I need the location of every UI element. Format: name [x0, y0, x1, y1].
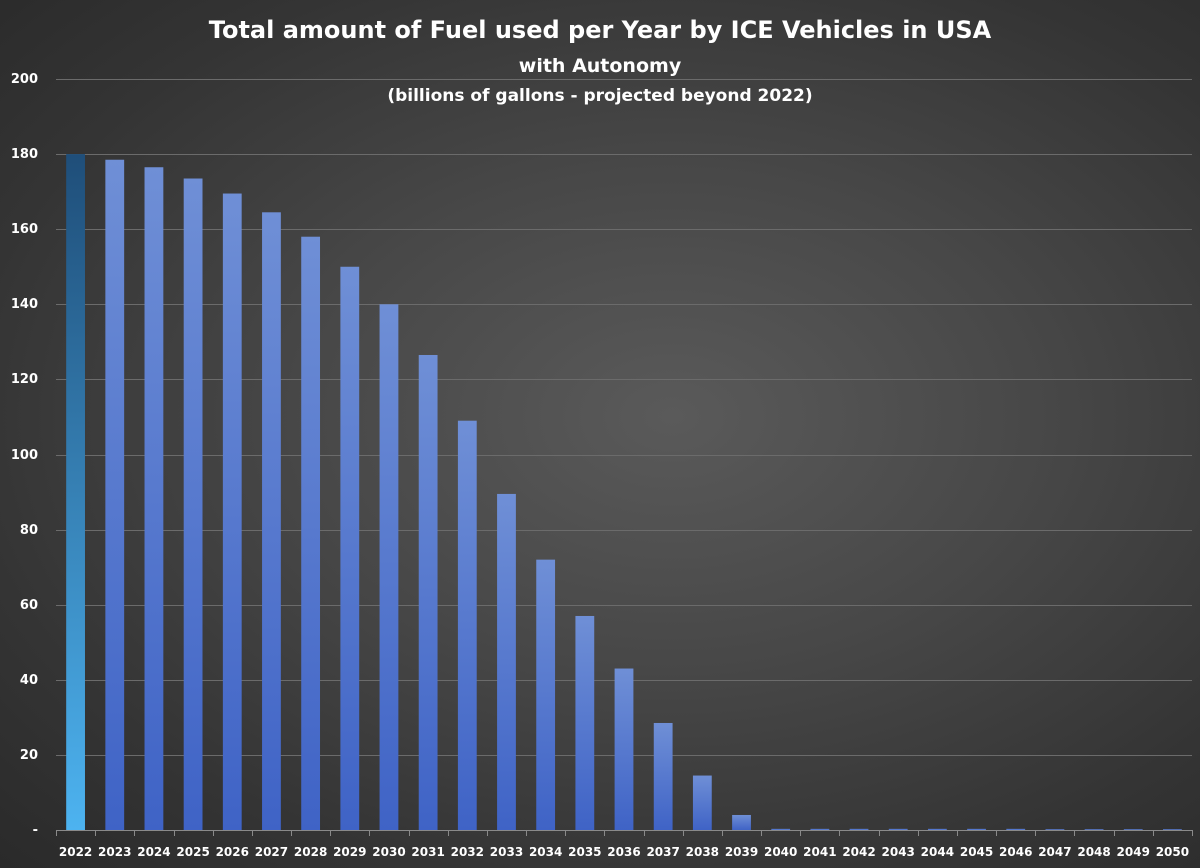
- bar: [849, 828, 869, 830]
- y-tick-label: 140: [11, 297, 38, 312]
- x-tick-label: 2045: [960, 845, 993, 859]
- x-tick-label: 2046: [999, 845, 1032, 859]
- bar: [1123, 829, 1143, 830]
- x-tick-label: 2038: [686, 845, 719, 859]
- bar: [653, 722, 673, 830]
- x-tick-label: 2034: [529, 845, 562, 859]
- bar: [418, 354, 438, 830]
- y-tick-label: -: [33, 823, 38, 838]
- x-tick-label: 2041: [803, 845, 836, 859]
- bar: [1006, 828, 1026, 830]
- y-axis-ticks: - 20 40 60 80 100 120 140 160 180 200: [11, 72, 38, 838]
- x-tick-label: 2026: [216, 845, 249, 859]
- x-tick-label: 2025: [176, 845, 209, 859]
- bar: [536, 559, 556, 830]
- x-tick-label: 2039: [725, 845, 758, 859]
- bar: [183, 178, 203, 830]
- bar: [262, 212, 281, 831]
- y-tick-label: 100: [11, 448, 38, 463]
- bar: [1084, 829, 1104, 830]
- bar: [810, 828, 830, 830]
- gridlines: [56, 79, 1192, 756]
- x-tick-label: 2036: [607, 845, 640, 859]
- x-tick-label: 2032: [451, 845, 484, 859]
- y-tick-label: 20: [20, 748, 38, 763]
- x-tick-label: 2027: [255, 845, 288, 859]
- bar: [967, 828, 986, 830]
- x-tick-label: 2042: [842, 845, 875, 859]
- bar: [732, 814, 751, 830]
- x-tick-label: 2029: [333, 845, 366, 859]
- x-tick-label: 2035: [568, 845, 601, 859]
- x-tick-label: 2043: [882, 845, 915, 859]
- bar: [888, 828, 908, 830]
- bar: [575, 615, 595, 830]
- bar: [222, 193, 242, 830]
- y-tick-label: 40: [20, 673, 38, 688]
- chart-subtitle-units: (billions of gallons - projected beyond …: [387, 86, 812, 106]
- x-tick-label: 2028: [294, 845, 327, 859]
- bar: [66, 154, 85, 831]
- x-tick-label: 2050: [1156, 845, 1189, 859]
- y-tick-label: 180: [11, 147, 38, 162]
- bar: [1163, 829, 1182, 830]
- x-tick-label: 2023: [98, 845, 131, 859]
- bar: [614, 668, 634, 830]
- bar: [379, 304, 399, 830]
- bar: [144, 167, 164, 831]
- x-tick-label: 2047: [1038, 845, 1071, 859]
- bar: [927, 828, 947, 830]
- y-tick-label: 160: [11, 222, 38, 237]
- bar: [497, 493, 516, 830]
- y-tick-label: 60: [20, 598, 38, 613]
- x-tick-label: 2031: [411, 845, 444, 859]
- x-tick-label: 2030: [372, 845, 405, 859]
- x-axis-ticks: 2022 2023 2024 2025 2026 2027 2028 2029 2030 2031…: [59, 845, 1189, 859]
- bar: [692, 775, 712, 830]
- x-tick-label: 2048: [1077, 845, 1110, 859]
- x-tick-label: 2033: [490, 845, 523, 859]
- x-tick-label: 2040: [764, 845, 797, 859]
- x-axis: [56, 830, 1193, 836]
- bar: [771, 828, 791, 830]
- bar: [105, 159, 125, 831]
- bars: [66, 154, 1182, 831]
- x-tick-label: 2022: [59, 845, 92, 859]
- bar: [340, 266, 360, 830]
- y-tick-label: 80: [20, 523, 38, 538]
- y-tick-label: 120: [11, 372, 38, 387]
- bar: [1045, 829, 1065, 830]
- chart-subtitle: with Autonomy: [519, 55, 682, 77]
- y-tick-label: 200: [11, 72, 38, 87]
- x-tick-label: 2049: [1117, 845, 1150, 859]
- bar: [301, 236, 321, 830]
- bar: [457, 420, 477, 830]
- x-tick-label: 2037: [646, 845, 679, 859]
- x-tick-label: 2024: [137, 845, 170, 859]
- chart-title: Total amount of Fuel used per Year by IC…: [209, 16, 992, 44]
- x-tick-label: 2044: [921, 845, 954, 859]
